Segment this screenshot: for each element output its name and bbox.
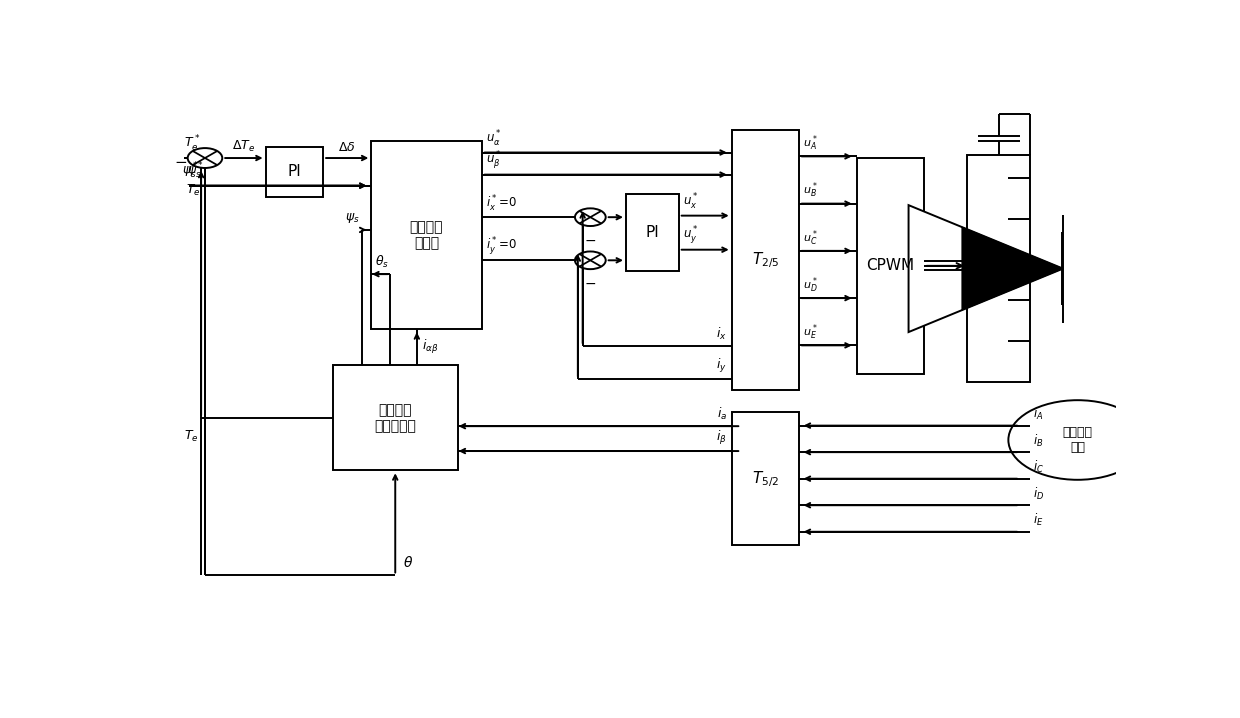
Text: $u_A^*$: $u_A^*$: [802, 134, 817, 153]
Text: $i_x^*\!=\!0$: $i_x^*\!=\!0$: [486, 194, 517, 214]
Text: $u_\alpha^*$: $u_\alpha^*$: [486, 129, 501, 149]
Bar: [371, 141, 481, 330]
Bar: [732, 131, 799, 391]
Text: $i_{\alpha\beta}$: $i_{\alpha\beta}$: [422, 338, 438, 356]
Circle shape: [575, 208, 605, 226]
Text: $i_y$: $i_y$: [715, 357, 727, 375]
Text: $T_e^*$: $T_e^*$: [184, 134, 200, 154]
Text: CPWM: CPWM: [866, 258, 914, 274]
Text: $-$: $-$: [175, 154, 187, 168]
Text: $u_x^*$: $u_x^*$: [682, 192, 698, 213]
Circle shape: [1008, 400, 1147, 480]
Text: $-$: $-$: [584, 233, 596, 247]
Text: 五相永磁
电机: 五相永磁 电机: [1063, 426, 1092, 454]
Text: $u_B^*$: $u_B^*$: [802, 181, 817, 200]
Circle shape: [187, 148, 222, 168]
Text: PI: PI: [646, 225, 660, 240]
Text: $i_C$: $i_C$: [1033, 460, 1044, 475]
Text: $T_{2/5}$: $T_{2/5}$: [751, 251, 779, 270]
Text: $i_B$: $i_B$: [1033, 433, 1044, 449]
Bar: [265, 147, 324, 197]
Text: $\psi_s^*$: $\psi_s^*$: [187, 161, 203, 181]
Text: $i_\beta$: $i_\beta$: [715, 429, 727, 447]
Text: $\Delta\delta$: $\Delta\delta$: [339, 141, 356, 154]
Text: $i_y^*\!=\!0$: $i_y^*\!=\!0$: [486, 235, 517, 257]
Bar: [967, 155, 1029, 382]
Text: $T_{5/2}$: $T_{5/2}$: [751, 469, 779, 489]
Circle shape: [575, 251, 605, 269]
Text: $-$: $-$: [584, 276, 596, 290]
Text: $u_E^*$: $u_E^*$: [802, 322, 817, 342]
Text: $i_D$: $i_D$: [1033, 486, 1044, 502]
Text: $i_E$: $i_E$: [1033, 513, 1044, 528]
Text: $\psi_s$: $\psi_s$: [345, 212, 360, 225]
Text: 定子磁链
转矩观测器: 定子磁链 转矩观测器: [374, 403, 417, 433]
Text: $u_\beta^*$: $u_\beta^*$: [486, 149, 501, 172]
Text: $u_y^*$: $u_y^*$: [682, 225, 698, 246]
Text: $\theta$: $\theta$: [403, 555, 413, 570]
Text: PI: PI: [288, 164, 301, 180]
Text: $T_e$: $T_e$: [186, 183, 201, 198]
Text: $i_x$: $i_x$: [715, 325, 727, 342]
Text: $u_C^*$: $u_C^*$: [802, 228, 817, 248]
Polygon shape: [962, 228, 1061, 309]
Text: $\psi_s^*$: $\psi_s^*$: [182, 161, 198, 181]
Text: $i_a$: $i_a$: [717, 406, 727, 422]
Bar: [332, 365, 458, 470]
Bar: [732, 412, 799, 545]
Text: 电压矢量
预测器: 电压矢量 预测器: [409, 220, 443, 251]
Text: $\Delta T_e$: $\Delta T_e$: [232, 139, 255, 154]
Bar: [626, 194, 678, 271]
Text: $u_D^*$: $u_D^*$: [802, 275, 817, 295]
Text: $\theta_s$: $\theta_s$: [374, 253, 388, 270]
Text: $i_A$: $i_A$: [1033, 406, 1044, 422]
Text: $T_e$: $T_e$: [184, 429, 198, 444]
Bar: [857, 158, 924, 373]
Polygon shape: [909, 205, 1063, 332]
